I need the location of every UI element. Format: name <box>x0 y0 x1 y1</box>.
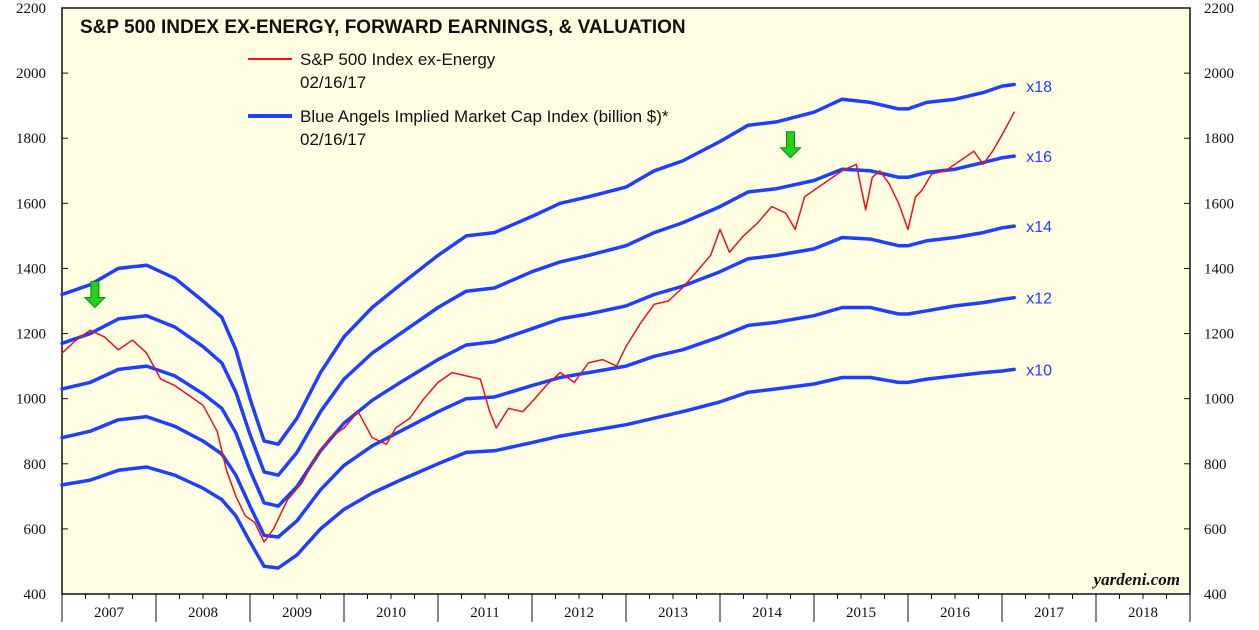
y-tick-label-right: 2200 <box>1204 1 1234 17</box>
x-tick-label-2009: 2009 <box>282 605 312 621</box>
series-line-x14 <box>60 224 1016 508</box>
plot-background <box>61 7 1191 595</box>
y-tick-label-right: 1200 <box>1204 327 1234 343</box>
y-tick-label-left: 800 <box>24 457 47 473</box>
x-tick-label-2014: 2014 <box>752 605 783 621</box>
y-tick-label-left: 2000 <box>16 66 46 82</box>
y-tick-label-right: 1000 <box>1204 392 1234 408</box>
chart-title: S&P 500 INDEX EX-ENERGY, FORWARD EARNING… <box>80 17 686 38</box>
x-tick-label-2010: 2010 <box>376 605 406 621</box>
series-line-s-p-500-index-ex-energy <box>61 111 1015 543</box>
y-tick-label-left: 1600 <box>16 196 46 212</box>
legend-label-red: S&P 500 Index ex-Energy <box>300 50 496 69</box>
multiple-label-x18: x18 <box>1026 79 1052 96</box>
multiple-labels: x18 x16 x14 x12 x10 <box>1026 79 1052 379</box>
title-box <box>74 12 828 40</box>
multiple-label-x14: x14 <box>1026 219 1052 236</box>
x-tick-label-2015: 2015 <box>846 605 876 621</box>
x-tick-label-2007: 2007 <box>94 605 125 621</box>
legend-date-blue: 02/16/17 <box>300 130 366 149</box>
y-tick-label-right: 400 <box>1204 587 1227 603</box>
y-tick-label-right: 1600 <box>1204 196 1234 212</box>
series-line-x10 <box>60 367 1016 570</box>
series-line-x16 <box>60 154 1016 477</box>
y-tick-label-right: 2000 <box>1204 66 1234 82</box>
series-lines <box>60 82 1016 570</box>
y-tick-label-left: 600 <box>24 522 47 538</box>
y-tick-label-left: 1800 <box>16 131 46 147</box>
legend: S&P 500 Index ex-Energy 02/16/17 Blue An… <box>248 50 669 149</box>
y-tick-label-left: 1400 <box>16 261 46 277</box>
x-tick-label-2013: 2013 <box>658 605 688 621</box>
x-tick-label-2016: 2016 <box>940 605 971 621</box>
multiple-label-x12: x12 <box>1026 291 1052 308</box>
x-axis: 2007 2008 2009 2010 2011 2012 2013 2014 2015 2016… <box>61 594 1191 622</box>
y-axis: 400 400 600 600 800 800 1000 1000 1200 1200 1400 14… <box>16 1 1234 603</box>
y-tick-label-right: 1400 <box>1204 261 1234 277</box>
series-line-x18 <box>60 82 1016 446</box>
x-tick-label-2008: 2008 <box>188 605 218 621</box>
green-down-arrow-icon <box>83 281 107 309</box>
x-tick-label-2011: 2011 <box>470 605 499 621</box>
y-tick-label-right: 1800 <box>1204 131 1234 147</box>
y-tick-label-left: 2200 <box>16 1 46 17</box>
credit: yardeni.com <box>1092 570 1180 589</box>
annotations <box>83 131 802 309</box>
x-tick-label-2012: 2012 <box>564 605 594 621</box>
green-down-arrow-icon <box>779 131 802 159</box>
y-tick-label-right: 600 <box>1204 522 1227 538</box>
multiple-label-x16: x16 <box>1026 149 1052 166</box>
legend-date-red: 02/16/17 <box>300 73 366 92</box>
legend-label-blue: Blue Angels Implied Market Cap Index (bi… <box>300 107 669 126</box>
y-tick-label-left: 400 <box>24 587 47 603</box>
y-tick-label-left: 1200 <box>16 327 46 343</box>
multiple-label-x10: x10 <box>1026 362 1052 379</box>
x-tick-label-2017: 2017 <box>1034 605 1065 621</box>
y-tick-label-right: 800 <box>1204 457 1227 473</box>
x-tick-label-2018: 2018 <box>1128 605 1158 621</box>
y-tick-label-left: 1000 <box>16 392 46 408</box>
